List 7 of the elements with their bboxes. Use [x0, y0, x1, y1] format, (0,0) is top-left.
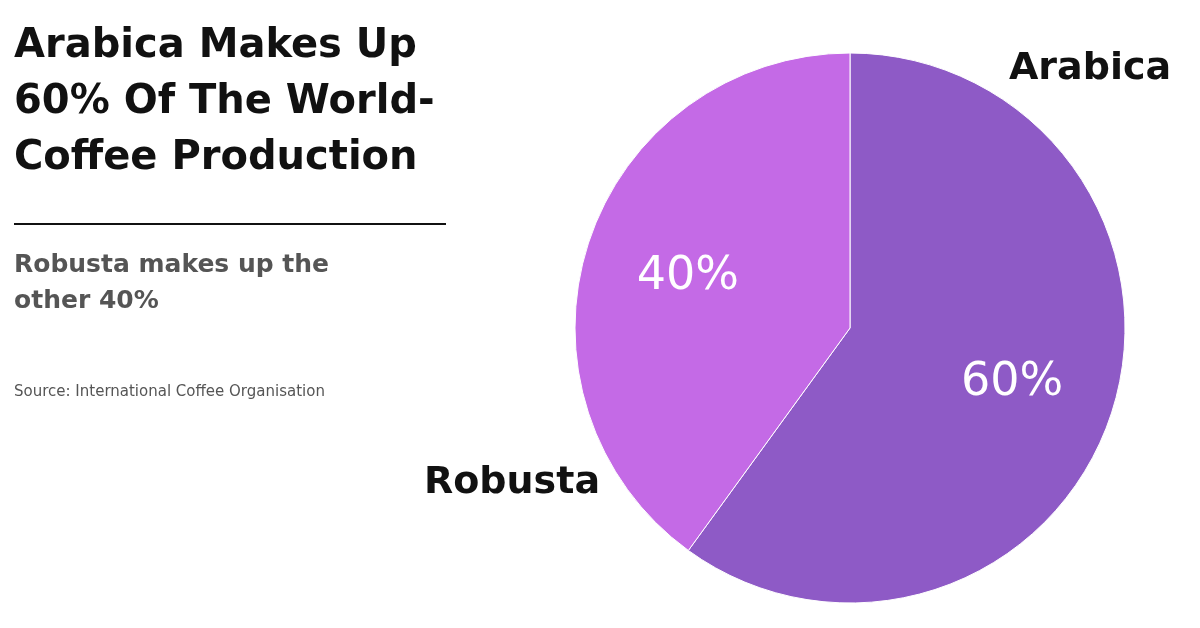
- text: Robusta makes up the other 40%: [14, 249, 330, 314]
- text: Arabica Makes Up 60% Of The World-Coffee Production: [14, 20, 435, 178]
- data-label: 60%: [961, 351, 1064, 406]
- slice-label: Robusta: [423, 458, 601, 502]
- slice-label: Arabica: [1008, 44, 1172, 88]
- data-label: 40%: [636, 246, 739, 301]
- source-note: Source: International Coffee Organisation: [14, 382, 325, 400]
